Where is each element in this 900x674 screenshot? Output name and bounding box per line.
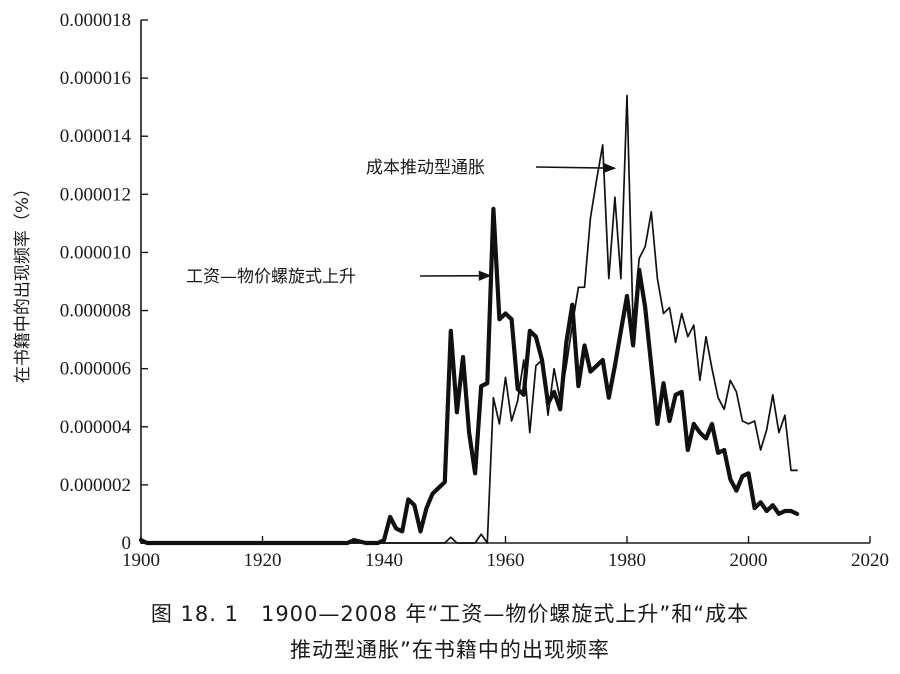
series-line-cost-push-inflation [140, 94, 798, 544]
y-tick-label: 0.000018 [60, 10, 131, 31]
annotation-cost-push-inflation: 成本推动型通胀 [366, 158, 485, 178]
line-chart: 在书籍中的出现频率（%） 0 0.000002 0.000004 0.000006 0.… [13, 10, 889, 571]
y-tick-label: 0.000004 [60, 417, 132, 438]
figure-caption-line-2: 推动型通胀”在书籍中的出现频率 [290, 638, 610, 662]
series-group [138, 94, 800, 546]
x-tick-label: 1980 [608, 550, 646, 571]
series-line-wage-price-spiral [138, 206, 800, 546]
y-tick-label: 0 [122, 533, 132, 554]
y-tick-label: 0.000006 [60, 359, 131, 380]
x-tick-label: 1960 [487, 550, 525, 571]
x-tick-label: 1920 [244, 550, 282, 571]
x-tick-label: 1940 [365, 550, 403, 571]
y-tick-label: 0.000010 [60, 242, 131, 263]
x-tick-label: 2020 [851, 550, 889, 571]
y-tick-label: 0.000014 [60, 126, 132, 147]
x-tick-label: 1900 [122, 550, 160, 571]
annotation-wage-price-spiral: 工资—物价螺旋式上升 [186, 267, 356, 287]
x-tick-label: 2000 [730, 550, 768, 571]
y-tick-label: 0.000012 [60, 184, 131, 205]
y-axis-title: 在书籍中的出现频率（%） [13, 180, 33, 383]
y-tick-label: 0.000016 [60, 68, 131, 89]
y-tick-label: 0.000002 [60, 475, 131, 496]
arrow-cost-push-inflation [535, 162, 617, 174]
y-axis-label: 在书籍中的出现频率（%） [13, 180, 33, 383]
figure-caption-line-1: 图 18. 1 1900—2008 年“工资—物价螺旋式上升”和“成本 [150, 602, 750, 626]
ticks: 0 0.000002 0.000004 0.000006 0.000008 0.00001… [60, 10, 889, 571]
y-tick-label: 0.000008 [60, 301, 131, 322]
